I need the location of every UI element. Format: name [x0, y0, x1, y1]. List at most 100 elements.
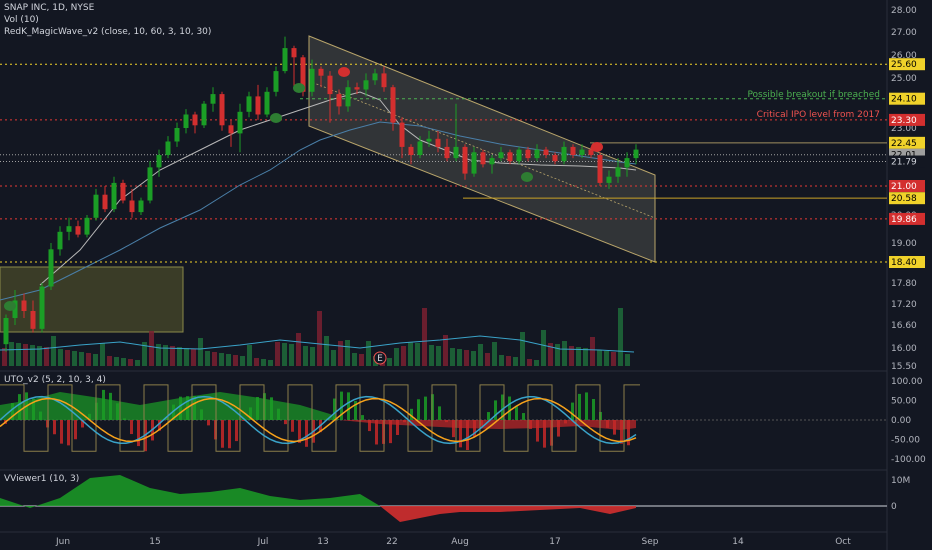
uto-histogram-bar — [354, 400, 357, 420]
uto-histogram-bar — [417, 399, 420, 420]
uto-histogram-bar — [585, 392, 588, 420]
candle-body — [282, 48, 288, 72]
candle-body — [21, 300, 27, 311]
uto-histogram-bar — [39, 411, 42, 420]
candle-body — [552, 155, 558, 162]
volume-bar — [324, 336, 329, 366]
volume-bar — [268, 360, 273, 366]
vviewer-positive-area — [0, 475, 380, 508]
candle-body — [426, 138, 432, 142]
volume-bar — [156, 344, 161, 366]
candle-body — [93, 194, 99, 218]
time-tick-label: Sep — [642, 537, 659, 547]
candle-body — [84, 217, 90, 235]
fast-ma-line — [39, 91, 637, 286]
volume-bar — [562, 341, 567, 366]
uto-histogram-bar — [606, 420, 609, 428]
signal-dot — [338, 67, 350, 77]
uto-histogram-bar — [270, 397, 273, 420]
uto-histogram-bar — [529, 420, 532, 429]
uto-histogram-bar — [410, 408, 413, 420]
price-tick-label: 16.00 — [891, 344, 917, 354]
uto-histogram-bar — [620, 420, 623, 444]
candle-body — [30, 311, 36, 329]
volume-bar — [492, 342, 497, 366]
uto-histogram-bar — [277, 408, 280, 420]
uto-pane — [0, 384, 887, 452]
volume-bar — [611, 352, 616, 366]
candle-body — [444, 146, 450, 159]
uto-histogram-bar — [459, 420, 462, 448]
candles — [3, 36, 639, 352]
level-label-l1986: 19.86 — [891, 215, 917, 225]
uto-histogram-bar — [445, 420, 448, 423]
uto-histogram-bar — [200, 409, 203, 420]
candle-body — [246, 96, 252, 112]
volume-bar — [121, 358, 126, 366]
candle-body — [39, 286, 45, 329]
uto-histogram-bar — [298, 420, 301, 443]
vviewer-tick-label: 10M — [891, 476, 910, 486]
uto-histogram-bar — [466, 420, 469, 451]
price-tick-label: 23.00 — [891, 124, 917, 134]
candle-body — [48, 249, 54, 287]
uto-step-line — [0, 384, 640, 452]
uto-histogram-bar — [347, 392, 350, 420]
uto-histogram-bar — [102, 389, 105, 420]
price-tick-label: 17.80 — [891, 279, 917, 289]
uto-histogram-bar — [627, 420, 630, 446]
candle-body — [624, 158, 630, 168]
uto-histogram-bar — [193, 395, 196, 420]
level-label-box — [889, 58, 925, 71]
candle-body — [102, 194, 108, 210]
candle-body — [291, 48, 297, 58]
volume-bar — [128, 359, 133, 366]
volume-bar — [401, 346, 406, 366]
volume-bar — [65, 350, 70, 366]
volume-bar — [261, 359, 266, 366]
uto-histogram-bar — [221, 420, 224, 448]
volume-bar — [198, 338, 203, 366]
volume-bar — [464, 350, 469, 366]
volume-bar — [499, 355, 504, 366]
uto-histogram-bar — [242, 420, 245, 421]
candle-body — [12, 300, 18, 318]
uto-histogram-bar — [165, 417, 168, 420]
volume-bar — [618, 308, 623, 366]
volume-bar — [394, 348, 399, 366]
volume-bar — [429, 345, 434, 366]
volume-bar — [16, 343, 21, 366]
candle-body — [147, 167, 153, 201]
candle-body — [462, 146, 468, 174]
uto-histogram-bar — [32, 398, 35, 420]
candle-body — [237, 111, 243, 134]
volume-bar — [282, 343, 287, 366]
uto-histogram-bar — [74, 420, 77, 440]
time-tick-label: 14 — [732, 537, 744, 547]
volume-bar — [310, 347, 315, 366]
candle-body — [381, 73, 387, 88]
time-tick-label: Jun — [55, 537, 70, 547]
candle-body — [480, 152, 486, 165]
price-tick-label: 19.00 — [891, 239, 917, 249]
volume-bar — [100, 343, 105, 366]
uto-histogram-bar — [557, 420, 560, 437]
candle-body — [111, 182, 117, 210]
volume-bar — [72, 351, 77, 366]
price-tick-label: 15.50 — [891, 362, 917, 372]
price-tick-label: 27.00 — [891, 28, 917, 38]
candle-body — [120, 182, 126, 201]
candle-body — [417, 141, 423, 155]
uto-histogram-bar — [403, 420, 406, 423]
uto-histogram-bar — [88, 413, 91, 420]
candle-body — [606, 176, 612, 183]
uto-histogram-bar — [137, 420, 140, 447]
signal-dot — [521, 172, 533, 182]
earnings-marker — [373, 351, 387, 365]
volume-bar — [142, 342, 147, 366]
candle-body — [345, 87, 351, 107]
candle-body — [534, 149, 540, 159]
volume-bar — [23, 344, 28, 366]
volume-ma-line — [0, 335, 635, 353]
